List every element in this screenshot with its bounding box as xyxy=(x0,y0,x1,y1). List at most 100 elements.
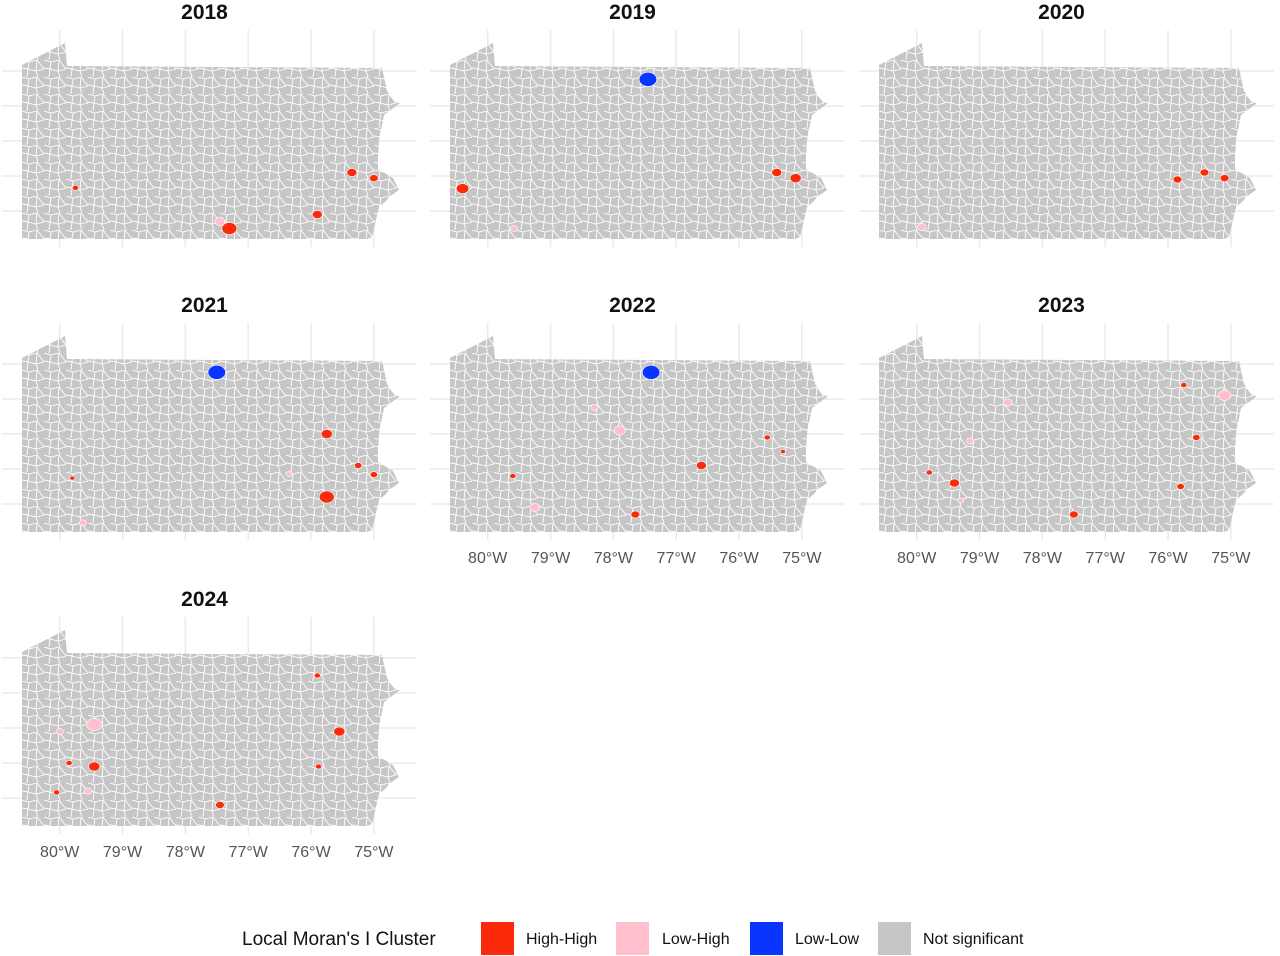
cluster-high-high xyxy=(369,471,378,478)
legend-swatch-not-significant xyxy=(878,922,911,955)
cluster-low-high xyxy=(78,519,88,527)
cluster-high-high xyxy=(509,473,517,479)
panel-2018: 2018 xyxy=(2,1,417,247)
state-map xyxy=(879,43,1257,239)
cluster-high-high xyxy=(318,490,335,504)
cluster-high-high xyxy=(333,726,346,737)
lon-tick-label: 76°W xyxy=(719,550,759,567)
lon-tick-label: 79°W xyxy=(103,844,143,861)
panel-2023: 2023 80°W 79°W 78°W 77°W 76°W 75°W xyxy=(859,294,1274,567)
legend-label-not-significant: Not significant xyxy=(923,931,1024,948)
panel-title: 2024 xyxy=(181,588,228,611)
lon-tick-label: 78°W xyxy=(594,550,634,567)
lon-tick-label: 80°W xyxy=(40,844,80,861)
cluster-high-high xyxy=(69,475,76,481)
cluster-low-high xyxy=(285,471,293,477)
cluster-high-high xyxy=(354,462,363,469)
cluster-high-high xyxy=(949,478,960,488)
cluster-high-high xyxy=(369,174,379,182)
cluster-high-high xyxy=(455,183,470,194)
cluster-high-high xyxy=(313,672,321,679)
lon-tick-label: 75°W xyxy=(782,550,822,567)
legend-label-high-high: High-High xyxy=(526,931,597,948)
lon-tick-label: 80°W xyxy=(897,550,937,567)
panel-title: 2021 xyxy=(181,294,228,317)
panel-title: 2020 xyxy=(1038,1,1085,24)
lon-tick-label: 79°W xyxy=(531,550,571,567)
lon-tick-label: 76°W xyxy=(1148,550,1188,567)
cluster-high-high xyxy=(1192,434,1201,441)
cluster-high-high xyxy=(789,173,802,183)
cluster-high-high xyxy=(1172,175,1183,184)
lon-tick-label: 77°W xyxy=(1086,550,1126,567)
panel-2021: 2021 xyxy=(2,294,417,540)
cluster-high-high xyxy=(88,761,101,772)
cluster-high-high xyxy=(53,789,61,796)
cluster-low-high xyxy=(1218,390,1232,401)
cluster-low-high xyxy=(590,404,599,411)
panels-layer: 2018 2019 2020 2021 2022 80°W 79°W 78°W 77°W 76°W… xyxy=(2,1,1274,861)
cluster-high-high xyxy=(780,449,786,454)
cluster-high-high xyxy=(315,763,323,770)
panel-title: 2019 xyxy=(609,1,656,24)
cluster-low-high xyxy=(529,503,541,512)
cluster-high-high xyxy=(215,801,225,809)
cluster-high-high xyxy=(763,434,771,441)
lon-tick-label: 75°W xyxy=(1211,550,1251,567)
legend-title: Local Moran's I Cluster xyxy=(242,929,436,950)
panel-title: 2022 xyxy=(609,294,656,317)
cluster-low-high xyxy=(917,223,927,231)
state-map xyxy=(450,336,828,532)
cluster-low-low xyxy=(638,72,658,87)
legend-label-low-high: Low-High xyxy=(662,931,730,948)
legend-swatch-low-high xyxy=(616,922,649,955)
cluster-high-high xyxy=(346,168,358,177)
cluster-high-high xyxy=(221,222,238,235)
cluster-high-high xyxy=(696,461,707,470)
cluster-low-low xyxy=(207,365,226,380)
cluster-high-high xyxy=(71,185,79,191)
cluster-high-high xyxy=(925,469,933,476)
cluster-low-high xyxy=(510,225,519,232)
legend-swatch-low-low xyxy=(750,922,783,955)
lon-tick-label: 75°W xyxy=(354,844,394,861)
panel-2024: 2024 80°W 79°W 78°W 77°W 76°W 75°W xyxy=(2,588,417,861)
cluster-low-high xyxy=(1003,398,1013,407)
cluster-high-high xyxy=(311,210,323,219)
cluster-high-high xyxy=(1180,382,1188,388)
panel-title: 2023 xyxy=(1038,294,1085,317)
cluster-high-high xyxy=(630,510,641,519)
panel-2022: 2022 80°W 79°W 78°W 77°W 76°W 75°W xyxy=(430,294,845,567)
cluster-high-high xyxy=(1219,174,1230,182)
cluster-high-high xyxy=(65,760,73,766)
panel-2020: 2020 xyxy=(859,1,1274,247)
cluster-low-high xyxy=(613,425,626,436)
cluster-high-high xyxy=(1069,510,1079,519)
panel-2019: 2019 xyxy=(430,1,845,247)
state-map xyxy=(879,336,1257,532)
state-map xyxy=(22,336,400,532)
lon-tick-label: 80°W xyxy=(468,550,508,567)
lon-tick-label: 79°W xyxy=(960,550,1000,567)
lon-tick-label: 78°W xyxy=(166,844,206,861)
cluster-low-high xyxy=(214,217,226,226)
cluster-low-high xyxy=(957,497,965,504)
cluster-low-high xyxy=(966,437,975,445)
cluster-high-high xyxy=(1199,168,1210,177)
state-map xyxy=(22,43,400,239)
cluster-high-high xyxy=(1176,483,1185,490)
legend: Local Moran's I Cluster High-High Low-Hi… xyxy=(242,922,1024,955)
lon-tick-label: 77°W xyxy=(229,844,269,861)
cluster-low-high xyxy=(55,728,64,735)
state-map xyxy=(450,43,828,239)
legend-swatch-high-high xyxy=(481,922,514,955)
cluster-low-high xyxy=(83,787,93,795)
lon-tick-label: 77°W xyxy=(657,550,697,567)
lon-tick-label: 78°W xyxy=(1023,550,1063,567)
cluster-low-low xyxy=(641,365,661,380)
legend-label-low-low: Low-Low xyxy=(795,931,859,948)
panel-title: 2018 xyxy=(181,1,228,24)
cluster-high-high xyxy=(771,168,783,177)
cluster-low-high xyxy=(86,718,103,731)
